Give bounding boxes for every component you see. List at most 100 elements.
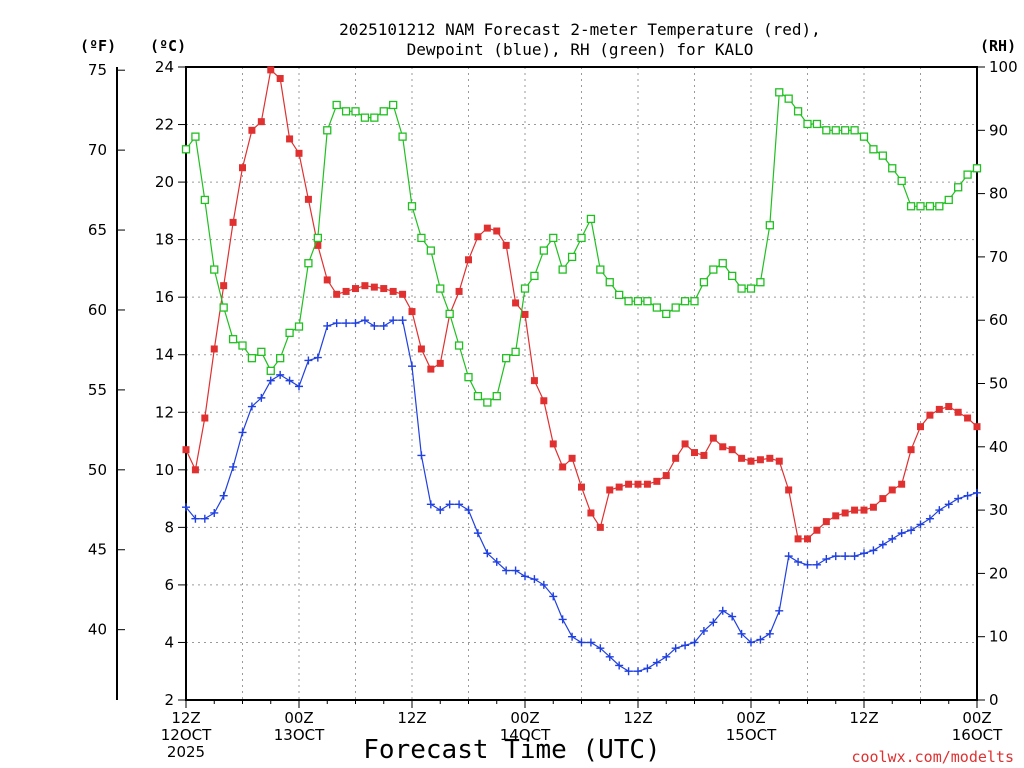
dewpoint-point bbox=[728, 612, 737, 621]
dewpoint-point bbox=[360, 316, 369, 325]
relative-humidity-point bbox=[784, 94, 793, 103]
celsius-tick-label: 4 bbox=[164, 633, 174, 651]
relative-humidity-point bbox=[238, 341, 247, 350]
temperature-point bbox=[417, 345, 425, 353]
relative-humidity-point bbox=[709, 265, 718, 274]
x-tick-label: 00Z bbox=[510, 709, 539, 727]
dewpoint-point bbox=[455, 500, 464, 509]
dewpoint-point bbox=[549, 592, 558, 601]
temperature-point bbox=[935, 405, 943, 413]
dewpoint-point bbox=[210, 508, 219, 517]
dewpoint-point bbox=[370, 321, 379, 330]
dewpoint-point bbox=[634, 667, 642, 676]
relative-humidity-point bbox=[671, 303, 680, 312]
relative-humidity-point bbox=[191, 132, 200, 141]
temperature-point bbox=[898, 480, 906, 488]
dewpoint-point bbox=[615, 661, 624, 670]
temperature-point bbox=[521, 310, 529, 318]
relative-humidity-point bbox=[511, 347, 520, 357]
temperature-point bbox=[954, 408, 962, 416]
temperature-point bbox=[719, 443, 727, 451]
chart-title-line-1: 2025101212 NAM Forecast 2-meter Temperat… bbox=[339, 20, 821, 39]
dewpoint-point bbox=[257, 393, 266, 402]
dewpoint-point bbox=[577, 638, 586, 647]
temperature-point bbox=[634, 480, 642, 488]
temperature-point bbox=[709, 434, 717, 442]
dewpoint-point bbox=[219, 491, 228, 500]
dewpoint-point bbox=[389, 316, 398, 325]
temperature-point bbox=[483, 224, 491, 232]
relative-humidity-point bbox=[436, 284, 445, 293]
temperature-point bbox=[549, 440, 557, 448]
celsius-tick-label: 24 bbox=[155, 58, 174, 76]
dewpoint-point bbox=[558, 615, 567, 624]
dewpoint-point bbox=[643, 664, 652, 673]
dewpoint-point bbox=[737, 629, 746, 638]
relative-humidity-point bbox=[426, 246, 435, 255]
relative-humidity-point bbox=[586, 214, 596, 224]
relative-humidity-point bbox=[615, 290, 624, 300]
x-axis-label: Forecast Time (UTC) bbox=[363, 735, 660, 765]
temperature-point bbox=[361, 282, 369, 290]
temperature-point bbox=[860, 506, 868, 514]
rh-tick-label: 50 bbox=[989, 375, 1008, 393]
relative-humidity-point bbox=[257, 347, 266, 357]
dewpoint-point bbox=[803, 560, 812, 569]
relative-humidity-point bbox=[332, 100, 341, 110]
dewpoint-point bbox=[586, 638, 595, 647]
dewpoint-point bbox=[492, 557, 501, 566]
plot-frame bbox=[185, 66, 978, 701]
celsius-tick-label: 16 bbox=[155, 288, 174, 306]
rh-tick-label: 60 bbox=[989, 311, 1008, 329]
dewpoint-point bbox=[426, 500, 435, 509]
dewpoint-point bbox=[238, 428, 247, 437]
fahrenheit-tick-label: 45 bbox=[88, 541, 107, 559]
temperature-point bbox=[276, 75, 284, 83]
dewpoint-point bbox=[812, 560, 821, 569]
relative-humidity-point bbox=[680, 297, 690, 306]
relative-humidity-point bbox=[502, 354, 511, 363]
temperature-point bbox=[578, 483, 585, 491]
temperature-point bbox=[248, 126, 256, 134]
dewpoint-point bbox=[398, 316, 407, 325]
dewpoint-point bbox=[417, 451, 426, 460]
relative-humidity-point bbox=[294, 322, 304, 331]
fahrenheit-tick-label: 55 bbox=[88, 381, 107, 399]
relative-humidity-point bbox=[906, 202, 916, 211]
relative-humidity-point bbox=[389, 100, 398, 110]
relative-humidity-point bbox=[492, 392, 501, 401]
temperature-point bbox=[728, 446, 736, 454]
dewpoint-point bbox=[511, 566, 520, 575]
temperature-point bbox=[399, 290, 407, 298]
relative-humidity-point bbox=[775, 88, 784, 97]
temperature-point bbox=[879, 495, 887, 503]
x-tick-label: 15OCT bbox=[726, 726, 777, 744]
rh-tick-label: 90 bbox=[989, 121, 1008, 139]
temperature-point bbox=[229, 218, 237, 226]
temperature-point bbox=[691, 449, 698, 457]
dewpoint-point bbox=[502, 566, 511, 575]
temperature-point bbox=[587, 509, 595, 517]
relative-humidity-point bbox=[276, 354, 285, 363]
relative-humidity-point bbox=[746, 284, 756, 293]
dewpoint-point bbox=[925, 514, 934, 523]
relative-humidity-point bbox=[624, 297, 633, 306]
temperature-point bbox=[380, 285, 388, 293]
relative-humidity-point bbox=[398, 132, 407, 141]
fahrenheit-tick-label: 40 bbox=[88, 621, 107, 639]
dewpoint-point bbox=[191, 514, 200, 523]
dewpoint-point bbox=[530, 575, 539, 584]
temperature-point bbox=[540, 397, 548, 405]
relative-humidity-point bbox=[869, 145, 878, 154]
dewpoint-point bbox=[944, 500, 953, 509]
temperature-point bbox=[286, 135, 294, 143]
dewpoint-point bbox=[313, 353, 322, 362]
temperature-point bbox=[333, 290, 341, 298]
rh-tick-label: 70 bbox=[989, 248, 1008, 266]
series-layer bbox=[181, 66, 982, 676]
dewpoint-point bbox=[596, 644, 605, 653]
dewpoint-point bbox=[624, 667, 633, 676]
temperature-point bbox=[465, 256, 472, 264]
temperature-point bbox=[832, 512, 840, 520]
dewpoint-point bbox=[709, 618, 718, 627]
